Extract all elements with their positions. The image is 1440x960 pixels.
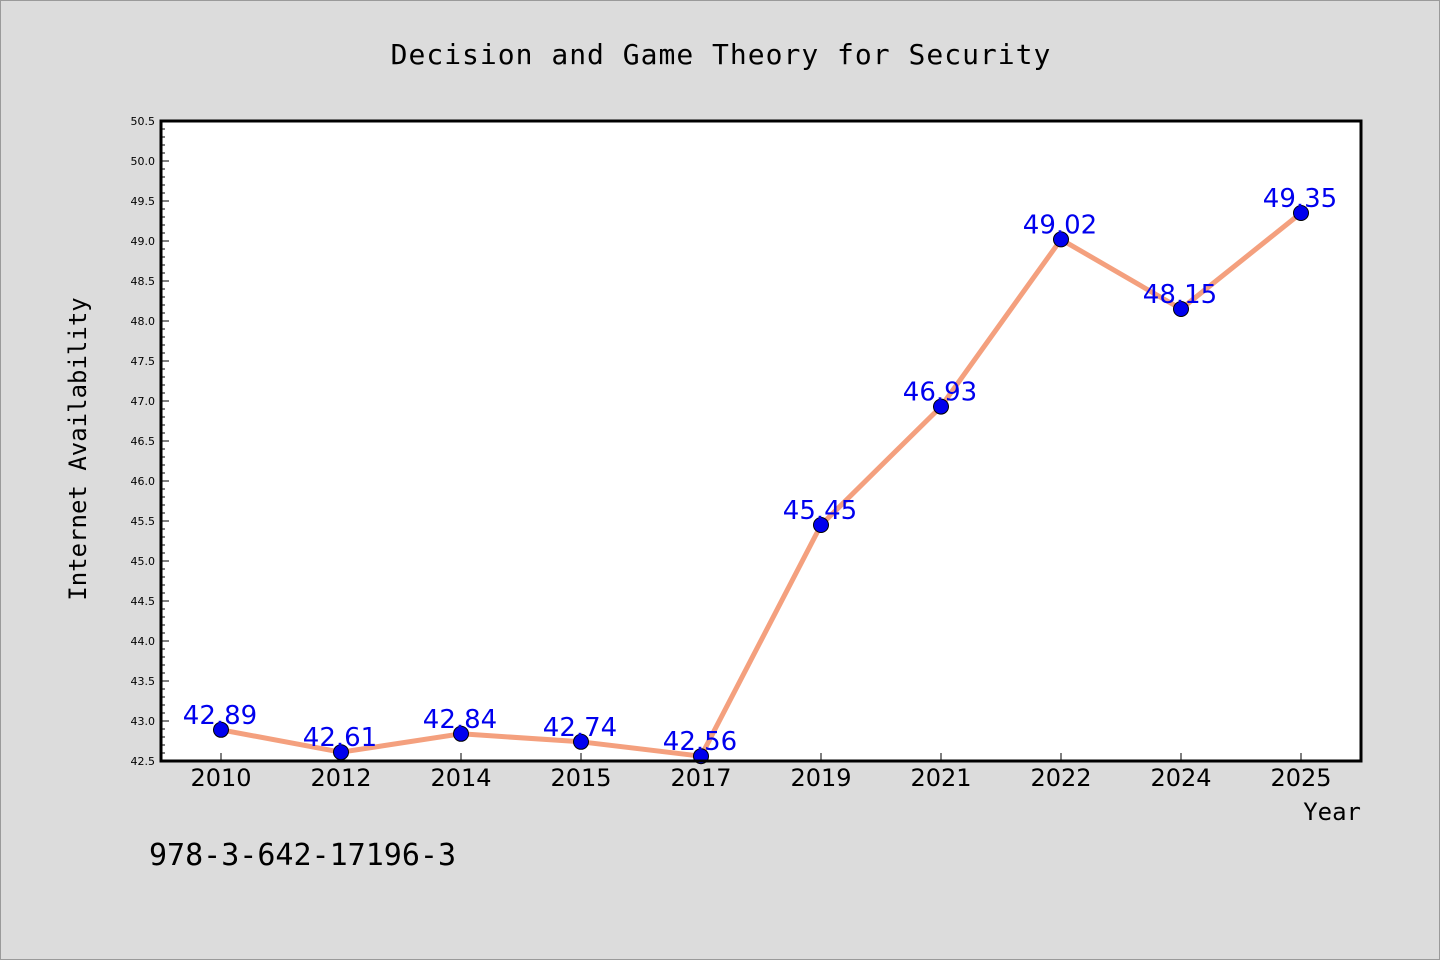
data-point-marker	[573, 733, 589, 750]
markers-layer	[213, 205, 1309, 765]
y-tick-label: 50.5	[131, 115, 156, 128]
data-label: 45.45	[783, 496, 857, 526]
x-tick-label: 2017	[670, 764, 731, 792]
x-tick-label: 2010	[190, 764, 251, 792]
y-tick-label: 44.0	[131, 635, 156, 648]
series-line-layer	[218, 210, 1304, 759]
x-axis-label: Year	[1303, 798, 1361, 826]
data-label: 42.56	[663, 727, 737, 757]
chart-title: Decision and Game Theory for Security	[391, 38, 1052, 71]
y-tick-label: 47.5	[131, 355, 156, 368]
y-tick-label: 50.0	[131, 155, 156, 168]
plot-frame	[159, 119, 1363, 763]
x-tick-label: 2024	[1150, 764, 1211, 792]
y-tick-label: 43.5	[131, 675, 156, 688]
plot-area	[161, 121, 1361, 761]
x-tick-label: 2025	[1270, 764, 1331, 792]
data-point-marker	[1293, 205, 1309, 221]
y-tick-label: 45.0	[131, 555, 156, 568]
data-label: 42.84	[423, 705, 497, 735]
y-tick-label: 49.5	[131, 195, 156, 208]
isbn-footnote: 978-3-642-17196-3	[149, 838, 456, 873]
y-tick-label: 48.5	[131, 275, 156, 288]
x-tick-label: 2012	[310, 764, 371, 792]
data-label: 46.93	[903, 378, 977, 408]
y-tick-label: 44.5	[131, 595, 156, 608]
series-line	[218, 210, 1304, 759]
data-point-marker	[933, 398, 949, 415]
data-label: 49.02	[1023, 210, 1097, 240]
x-tick-label: 2019	[790, 764, 851, 792]
x-tick-label: 2021	[910, 764, 971, 792]
data-label: 42.61	[303, 723, 377, 753]
data-label: 42.74	[543, 713, 617, 743]
data-labels-layer: 42.89 42.61 42.84 42.74 42.56 45.45 46.93 49.02…	[183, 184, 1337, 757]
y-tick-label: 43.0	[131, 715, 156, 728]
y-tick-label: 49.0	[131, 235, 156, 248]
y-tick-label: 46.0	[131, 475, 156, 488]
axis-ticks: 42.5 43.0 43.5 44.0 44.5 45.0 45.5 46.0 46.5 47.0…	[131, 115, 1332, 792]
data-point-marker	[1173, 301, 1189, 317]
data-label: 42.89	[183, 701, 257, 731]
data-point-marker	[213, 721, 229, 738]
x-tick-label: 2022	[1030, 764, 1091, 792]
y-tick-label: 47.0	[131, 395, 156, 408]
x-tick-label: 2015	[550, 764, 611, 792]
data-label: 49.35	[1263, 184, 1337, 214]
y-tick-label: 46.5	[131, 435, 156, 448]
x-tick-label: 2014	[430, 764, 491, 792]
data-label: 48.15	[1143, 280, 1217, 310]
data-point-marker	[813, 517, 829, 533]
y-axis-label: Internet Availability	[64, 297, 92, 600]
data-point-marker	[1053, 231, 1069, 248]
y-tick-label: 45.5	[131, 515, 156, 528]
y-tick-label: 48.0	[131, 315, 156, 328]
data-point-marker	[453, 725, 469, 742]
y-tick-label: 42.5	[131, 755, 156, 768]
